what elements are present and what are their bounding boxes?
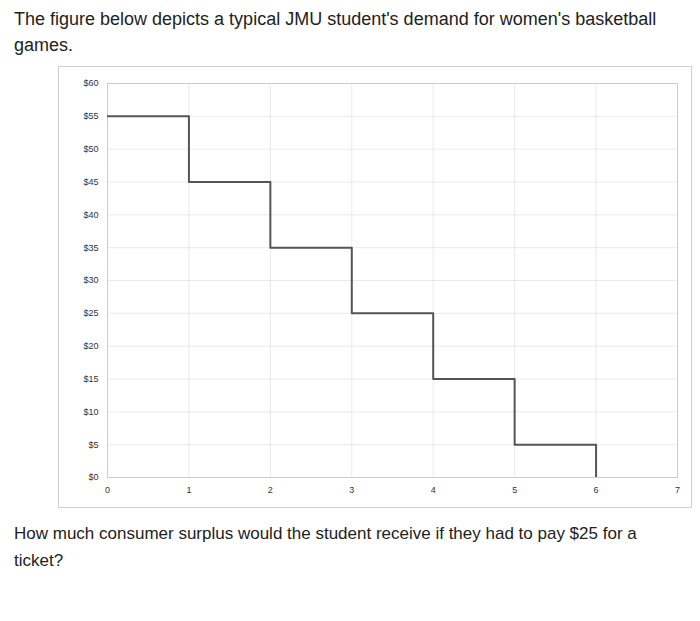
svg-text:$30: $30: [83, 275, 98, 285]
html-text:How much consumer surplus woul: How much consumer surplus would the stud…: [14, 524, 637, 570]
svg-text:$10: $10: [83, 407, 98, 417]
svg-text:$25: $25: [83, 308, 98, 318]
svg-text:3: 3: [349, 485, 354, 495]
svg-text:$5: $5: [88, 440, 98, 450]
svg-text:1: 1: [186, 485, 191, 495]
svg-text:6: 6: [594, 485, 599, 495]
svg-text:$20: $20: [83, 341, 98, 351]
svg-text:$35: $35: [83, 243, 98, 253]
svg-text:$60: $60: [83, 78, 98, 88]
svg-text:2: 2: [268, 485, 273, 495]
svg-text:4: 4: [431, 485, 436, 495]
svg-text:0: 0: [105, 485, 110, 495]
svg-text:$40: $40: [83, 210, 98, 220]
svg-text:7: 7: [675, 485, 680, 495]
svg-text:$0: $0: [88, 472, 98, 482]
svg-text:5: 5: [512, 485, 517, 495]
svg-text:$50: $50: [83, 144, 98, 154]
svg-text:$45: $45: [83, 177, 98, 187]
svg-text:$15: $15: [83, 374, 98, 384]
svg-text:$55: $55: [83, 111, 98, 121]
html-text:The figure below depicts a typ: The figure below depicts a typical JMU s…: [14, 9, 657, 55]
